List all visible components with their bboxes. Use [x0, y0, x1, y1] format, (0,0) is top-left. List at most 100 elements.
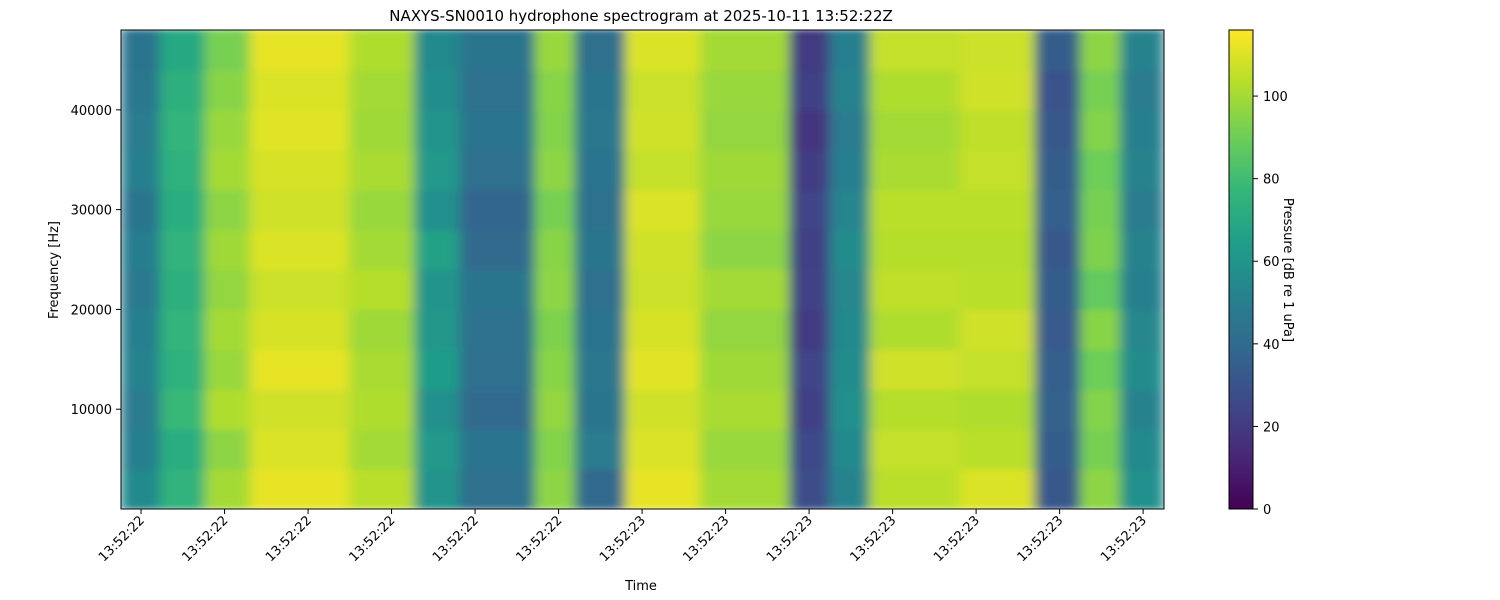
- heatmap-cell: [1120, 30, 1164, 71]
- heatmap-cell: [789, 69, 831, 111]
- heatmap-cell: [624, 308, 702, 350]
- heatmap-cell: [1034, 30, 1081, 71]
- heatmap-cell: [349, 308, 416, 350]
- heatmap-cell: [959, 269, 1036, 310]
- heatmap-cell: [459, 428, 536, 470]
- heatmap-cell: [204, 308, 251, 350]
- heatmap-cell: [534, 149, 576, 191]
- heatmap-cell: [789, 149, 831, 191]
- heatmap-cell: [204, 428, 251, 470]
- heatmap-cell: [700, 69, 791, 111]
- heatmap-cell: [121, 428, 161, 470]
- heatmap-cell: [700, 109, 791, 151]
- heatmap-cell: [121, 149, 161, 191]
- heatmap-cell: [204, 69, 251, 111]
- heatmap-cell: [829, 468, 871, 509]
- heatmap-cell: [414, 388, 461, 430]
- x-tick-label: 13:52:23: [1015, 513, 1067, 565]
- heatmap-cell: [459, 269, 536, 310]
- heatmap-cell: [829, 229, 871, 270]
- heatmap-cell: [204, 269, 251, 310]
- heatmap-cell: [159, 229, 206, 270]
- heatmap-cell: [249, 189, 351, 231]
- heatmap-cell: [249, 308, 351, 350]
- heatmap-cell: [459, 189, 536, 231]
- heatmap-cell: [1079, 149, 1122, 191]
- heatmap-cell: [204, 149, 251, 191]
- heatmap-cell: [121, 109, 161, 151]
- y-tick-label: 30000: [71, 204, 112, 219]
- heatmap-cell: [869, 269, 961, 310]
- colorbar-tick-label: 20: [1263, 420, 1280, 435]
- heatmap-cell: [414, 189, 461, 231]
- heatmap-cell: [414, 109, 461, 151]
- heatmap-cell: [624, 428, 702, 470]
- heatmap-cell: [459, 69, 536, 111]
- heatmap-cell: [1079, 189, 1122, 231]
- heatmap-cell: [121, 308, 161, 350]
- heatmap-cell: [869, 308, 961, 350]
- heatmap-cell: [1079, 69, 1122, 111]
- heatmap-cell: [349, 229, 416, 270]
- heatmap-cell: [829, 30, 871, 71]
- heatmap-cell: [249, 269, 351, 310]
- heatmap-cell: [869, 428, 961, 470]
- x-tick-label: 13:52:22: [179, 513, 231, 565]
- heatmap-cell: [1120, 229, 1164, 270]
- heatmap-cell: [700, 269, 791, 310]
- heatmap-cell: [789, 229, 831, 270]
- heatmap-cell: [959, 388, 1036, 430]
- heatmap-cell: [789, 428, 831, 470]
- heatmap-cell: [534, 269, 576, 310]
- heatmap-cell: [574, 189, 626, 231]
- heatmap-cell: [829, 308, 871, 350]
- heatmap-cell: [1034, 348, 1081, 390]
- heatmap-cell: [959, 189, 1036, 231]
- heatmap-cell: [869, 30, 961, 71]
- heatmap-cell: [414, 229, 461, 270]
- heatmap-cell: [574, 109, 626, 151]
- heatmap-cell: [959, 308, 1036, 350]
- heatmap-cell: [624, 269, 702, 310]
- x-tick-label: 13:52:23: [848, 513, 900, 565]
- heatmap-cell: [414, 149, 461, 191]
- heatmap-cell: [459, 149, 536, 191]
- heatmap-cell: [121, 69, 161, 111]
- heatmap-cell: [534, 428, 576, 470]
- heatmap-cell: [159, 269, 206, 310]
- heatmap-cell: [159, 348, 206, 390]
- x-tick-label: 13:52:22: [514, 513, 566, 565]
- heatmap-cell: [1034, 388, 1081, 430]
- heatmap-cell: [624, 149, 702, 191]
- heatmap-cells: [121, 30, 1164, 509]
- heatmap-cell: [159, 308, 206, 350]
- y-tick-label: 40000: [71, 104, 112, 119]
- heatmap-cell: [574, 468, 626, 509]
- heatmap-cell: [1079, 30, 1122, 71]
- heatmap-cell: [349, 468, 416, 509]
- heatmap-cell: [1120, 468, 1164, 509]
- heatmap-cell: [574, 308, 626, 350]
- heatmap-cell: [414, 308, 461, 350]
- heatmap-cell: [789, 388, 831, 430]
- heatmap-cell: [459, 308, 536, 350]
- heatmap-cell: [414, 269, 461, 310]
- y-tick-label: 20000: [71, 303, 112, 318]
- heatmap-cell: [349, 189, 416, 231]
- heatmap-cell: [959, 229, 1036, 270]
- heatmap-cell: [249, 388, 351, 430]
- heatmap-cell: [1034, 468, 1081, 509]
- heatmap-cell: [1079, 428, 1122, 470]
- heatmap-cell: [1120, 269, 1164, 310]
- heatmap-cell: [1034, 269, 1081, 310]
- colorbar-tick-label: 40: [1263, 338, 1280, 353]
- heatmap-cell: [414, 30, 461, 71]
- heatmap-cell: [349, 348, 416, 390]
- heatmap-cell: [959, 149, 1036, 191]
- heatmap-cell: [414, 69, 461, 111]
- heatmap-cell: [249, 348, 351, 390]
- heatmap-cell: [624, 388, 702, 430]
- heatmap-cell: [534, 69, 576, 111]
- heatmap-cell: [1120, 308, 1164, 350]
- heatmap-cell: [829, 428, 871, 470]
